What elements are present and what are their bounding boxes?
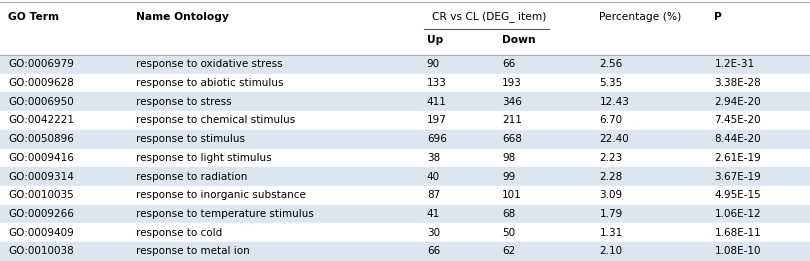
Text: 3.67E-19: 3.67E-19 [714, 171, 761, 182]
Text: 668: 668 [502, 134, 522, 144]
Text: 1.2E-31: 1.2E-31 [714, 59, 755, 69]
Text: 2.61E-19: 2.61E-19 [714, 153, 761, 163]
Text: GO:0006950: GO:0006950 [8, 97, 74, 107]
Text: 2.10: 2.10 [599, 246, 623, 256]
Text: 66: 66 [427, 246, 440, 256]
Text: GO:0009416: GO:0009416 [8, 153, 74, 163]
Text: 62: 62 [502, 246, 515, 256]
Text: 3.09: 3.09 [599, 190, 623, 200]
Text: 8.44E-20: 8.44E-20 [714, 134, 761, 144]
Text: 2.23: 2.23 [599, 153, 623, 163]
Text: Name Ontology: Name Ontology [136, 11, 229, 21]
Text: 12.43: 12.43 [599, 97, 629, 107]
Text: 41: 41 [427, 209, 440, 219]
Text: 5.35: 5.35 [599, 78, 623, 88]
Text: 1.79: 1.79 [599, 209, 623, 219]
Text: 2.94E-20: 2.94E-20 [714, 97, 761, 107]
Bar [0, 205, 810, 223]
Text: 1.08E-10: 1.08E-10 [714, 246, 761, 256]
Text: 193: 193 [502, 78, 522, 88]
Text: 7.45E-20: 7.45E-20 [714, 115, 761, 126]
Text: GO:0050896: GO:0050896 [8, 134, 74, 144]
Text: response to radiation: response to radiation [136, 171, 248, 182]
Text: 211: 211 [502, 115, 522, 126]
Text: response to temperature stimulus: response to temperature stimulus [136, 209, 314, 219]
Text: 38: 38 [427, 153, 440, 163]
Text: response to inorganic substance: response to inorganic substance [136, 190, 306, 200]
Text: response to cold: response to cold [136, 228, 222, 238]
Text: GO Term: GO Term [8, 11, 59, 21]
Text: GO:0006979: GO:0006979 [8, 59, 74, 69]
Text: 133: 133 [427, 78, 447, 88]
Text: GO:0010038: GO:0010038 [8, 246, 74, 256]
Text: 40: 40 [427, 171, 440, 182]
Text: response to metal ion: response to metal ion [136, 246, 249, 256]
Text: GO:0009628: GO:0009628 [8, 78, 74, 88]
Text: GO:0042221: GO:0042221 [8, 115, 74, 126]
Bar [0, 55, 810, 74]
Text: GO:0009266: GO:0009266 [8, 209, 74, 219]
Bar [0, 186, 810, 205]
Text: 346: 346 [502, 97, 522, 107]
Text: 101: 101 [502, 190, 522, 200]
Text: response to chemical stimulus: response to chemical stimulus [136, 115, 296, 126]
Text: response to oxidative stress: response to oxidative stress [136, 59, 283, 69]
Text: 66: 66 [502, 59, 515, 69]
Text: 50: 50 [502, 228, 515, 238]
Bar [0, 223, 810, 242]
Text: Down: Down [502, 35, 536, 45]
Bar [0, 74, 810, 92]
Text: CR vs CL (DEG_ item): CR vs CL (DEG_ item) [432, 11, 546, 22]
Text: Up: Up [427, 35, 443, 45]
Text: 90: 90 [427, 59, 440, 69]
Text: 6.70: 6.70 [599, 115, 623, 126]
Bar [0, 149, 810, 167]
Text: Percentage (%): Percentage (%) [599, 11, 682, 21]
Text: 1.06E-12: 1.06E-12 [714, 209, 761, 219]
Text: GO:0009409: GO:0009409 [8, 228, 74, 238]
Bar [0, 111, 810, 130]
Text: 3.38E-28: 3.38E-28 [714, 78, 761, 88]
Text: 696: 696 [427, 134, 447, 144]
Text: 68: 68 [502, 209, 515, 219]
Bar [0, 92, 810, 111]
Bar [0, 167, 810, 186]
Bar [0, 130, 810, 149]
Text: response to stimulus: response to stimulus [136, 134, 245, 144]
Text: 1.31: 1.31 [599, 228, 623, 238]
Text: GO:0010035: GO:0010035 [8, 190, 74, 200]
Text: 1.68E-11: 1.68E-11 [714, 228, 761, 238]
Text: 30: 30 [427, 228, 440, 238]
Text: response to abiotic stimulus: response to abiotic stimulus [136, 78, 284, 88]
Text: 99: 99 [502, 171, 515, 182]
Text: 87: 87 [427, 190, 440, 200]
Text: 22.40: 22.40 [599, 134, 629, 144]
Text: response to stress: response to stress [136, 97, 232, 107]
Text: 4.95E-15: 4.95E-15 [714, 190, 761, 200]
Text: 197: 197 [427, 115, 447, 126]
Text: response to light stimulus: response to light stimulus [136, 153, 271, 163]
Text: 2.56: 2.56 [599, 59, 623, 69]
Bar [0, 242, 810, 261]
Text: GO:0009314: GO:0009314 [8, 171, 74, 182]
Text: 98: 98 [502, 153, 515, 163]
Text: 411: 411 [427, 97, 447, 107]
Text: P: P [714, 11, 723, 21]
Text: 2.28: 2.28 [599, 171, 623, 182]
